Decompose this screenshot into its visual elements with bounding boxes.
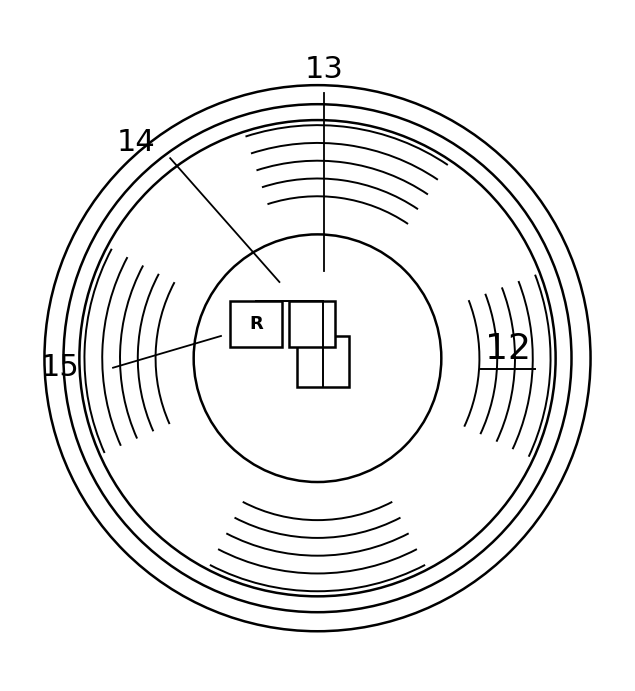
Bar [230,301,282,347]
Text: R: R [249,315,263,333]
Text: 15: 15 [41,353,80,382]
Text: 13: 13 [304,55,344,84]
Text: 14: 14 [117,128,156,157]
Bar [297,336,349,387]
Bar [289,301,335,347]
Text: 12: 12 [485,332,531,366]
